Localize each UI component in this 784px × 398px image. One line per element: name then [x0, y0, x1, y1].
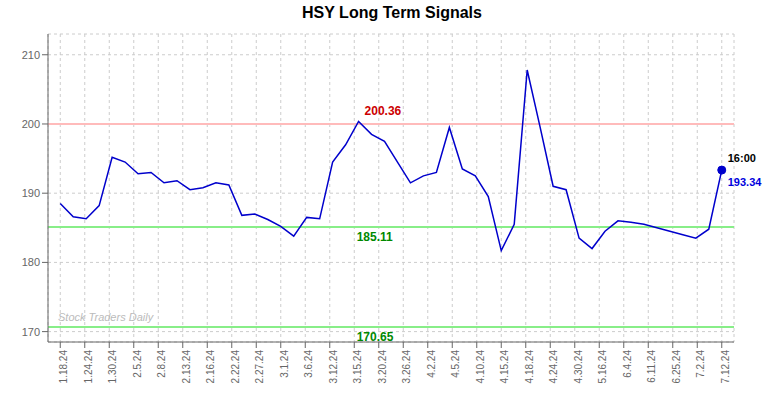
html-text:HSY Long Term Signals: HSY Long Term Signals	[302, 4, 482, 21]
svg-text:7.12.24: 7.12.24	[720, 350, 731, 384]
svg-text:4.2.24: 4.2.24	[426, 350, 437, 378]
svg-text:2.22.24: 2.22.24	[230, 350, 241, 384]
svg-text:4.24.24: 4.24.24	[548, 350, 559, 384]
svg-text:3.26.24: 3.26.24	[401, 350, 412, 384]
svg-text:3.1.24: 3.1.24	[279, 350, 290, 378]
svg-text:2.13.24: 2.13.24	[181, 350, 192, 384]
svg-text:1.30.24: 1.30.24	[107, 350, 118, 384]
svg-text:6.25.24: 6.25.24	[671, 350, 682, 384]
svg-text:210: 210	[22, 49, 40, 61]
svg-text:4.15.24: 4.15.24	[499, 350, 510, 384]
svg-text:190: 190	[22, 187, 40, 199]
svg-text:3.12.24: 3.12.24	[328, 350, 339, 384]
svg-text:Stock Traders Daily: Stock Traders Daily	[58, 311, 155, 323]
svg-text:3.6.24: 3.6.24	[303, 350, 314, 378]
svg-text:193.34: 193.34	[728, 176, 763, 188]
svg-text:2.16.24: 2.16.24	[205, 350, 216, 384]
svg-text:185.11: 185.11	[357, 230, 393, 244]
svg-text:4.5.24: 4.5.24	[450, 350, 461, 378]
svg-text:5.16.24: 5.16.24	[597, 350, 608, 384]
svg-text:4.10.24: 4.10.24	[475, 350, 486, 384]
svg-text:200: 200	[22, 118, 40, 130]
svg-text:200.36: 200.36	[365, 104, 402, 118]
svg-text:4.30.24: 4.30.24	[573, 350, 584, 384]
svg-text:3.20.24: 3.20.24	[377, 350, 388, 384]
svg-text:7.2.24: 7.2.24	[695, 350, 706, 378]
svg-text:2.5.24: 2.5.24	[132, 350, 143, 378]
svg-text:170: 170	[22, 326, 40, 338]
svg-text:6.4.24: 6.4.24	[622, 350, 633, 378]
svg-text:16:00: 16:00	[728, 152, 756, 164]
svg-text:4.18.24: 4.18.24	[524, 350, 535, 384]
svg-text:1.18.24: 1.18.24	[58, 350, 69, 384]
svg-text:6.11.24: 6.11.24	[646, 350, 657, 383]
svg-text:180: 180	[22, 256, 40, 268]
svg-text:2.27.24: 2.27.24	[254, 350, 265, 384]
svg-text:2.8.24: 2.8.24	[156, 350, 167, 378]
svg-text:170.65: 170.65	[357, 330, 394, 344]
svg-text:3.15.24: 3.15.24	[352, 350, 363, 384]
svg-text:1.24.24: 1.24.24	[83, 350, 94, 384]
